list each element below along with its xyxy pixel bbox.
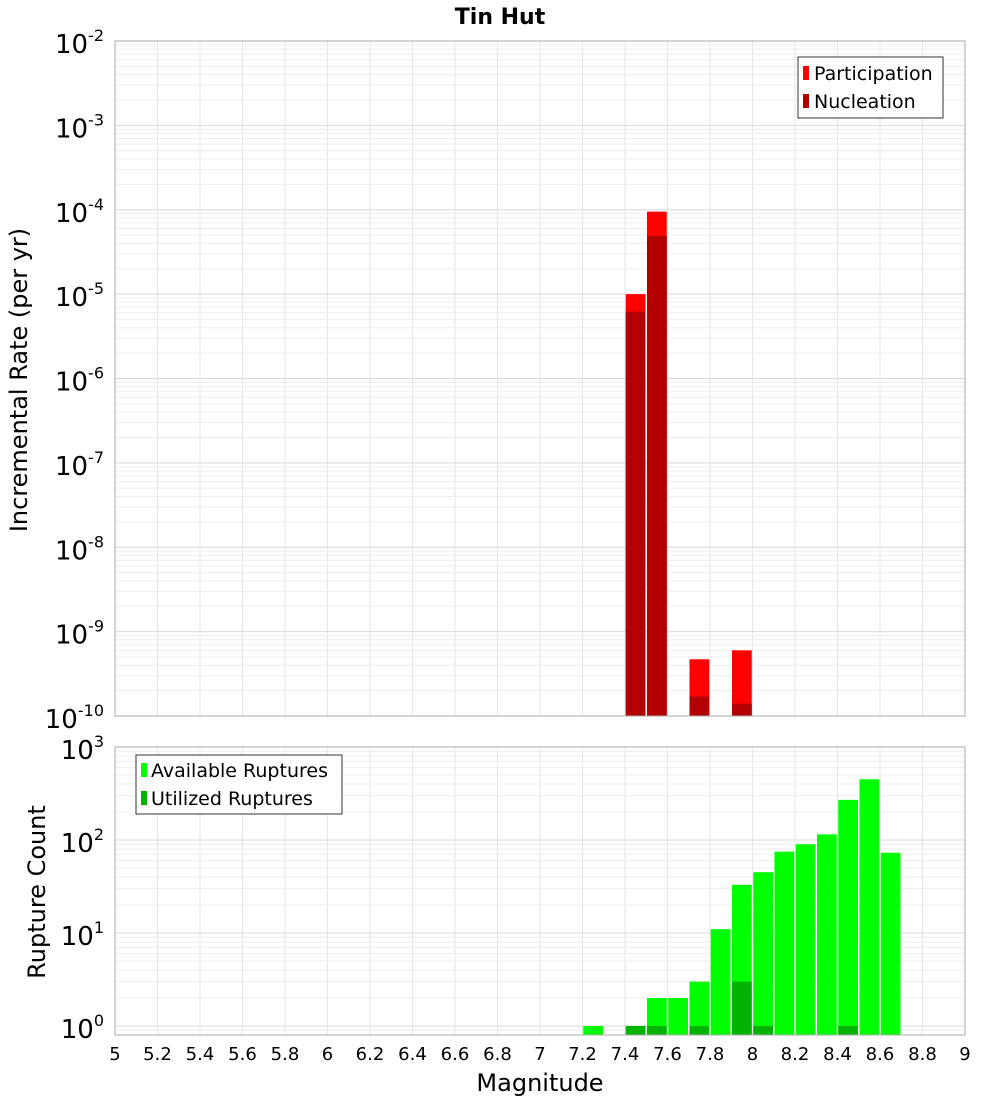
rate-bar bbox=[689, 696, 710, 716]
count-bar bbox=[625, 1025, 646, 1035]
magnitude-xtick-label: 8.6 bbox=[866, 1044, 895, 1065]
count-ytick-label: 102 bbox=[61, 825, 104, 859]
count-bar bbox=[583, 1025, 604, 1035]
magnitude-xtick-label: 5.8 bbox=[271, 1044, 300, 1065]
count-bar bbox=[838, 799, 859, 1035]
rate-plot-frame bbox=[114, 40, 966, 717]
count-ytick-label: 100 bbox=[61, 1011, 104, 1045]
magnitude-x-axis-label: Magnitude bbox=[476, 1069, 603, 1097]
count-legend: Available Ruptures Utilized Ruptures bbox=[135, 754, 343, 815]
rate-ytick-label: 10-3 bbox=[55, 110, 104, 144]
rate-bar bbox=[646, 235, 667, 716]
magnitude-xtick-label: 8 bbox=[747, 1044, 758, 1065]
rate-legend: Participation Nucleation bbox=[797, 56, 944, 119]
count-bar bbox=[710, 929, 731, 1035]
count-ytick-label: 103 bbox=[61, 732, 104, 766]
count-bar bbox=[668, 997, 689, 1035]
magnitude-xtick-label: 8.8 bbox=[908, 1044, 937, 1065]
count-bar bbox=[689, 981, 710, 1035]
rate-legend-label: Participation bbox=[814, 63, 933, 85]
rate-ytick-label: 10-9 bbox=[55, 617, 104, 651]
rate-legend-swatch bbox=[803, 66, 809, 80]
magnitude-xtick-label: 5 bbox=[109, 1044, 120, 1065]
count-legend-box bbox=[135, 754, 343, 815]
rate-ytick-label: 10-5 bbox=[55, 279, 104, 313]
count-bar bbox=[731, 981, 752, 1035]
magnitude-xtick-label: 7.8 bbox=[696, 1044, 725, 1065]
rate-bar bbox=[731, 650, 752, 716]
rate-panel: 10-2 10-3 10-4 10-5 10-6 10-7 10-8 10-9 10-10 Par… bbox=[45, 26, 966, 735]
rate-legend-box bbox=[797, 56, 944, 119]
rate-grid bbox=[114, 40, 966, 717]
magnitude-xtick-label: 8.2 bbox=[781, 1044, 810, 1065]
count-bar bbox=[859, 779, 880, 1035]
magnitude-xtick-label: 7 bbox=[534, 1044, 545, 1065]
count-series-1 bbox=[583, 779, 901, 1035]
count-bar bbox=[689, 1025, 710, 1035]
magnitude-xtick-label: 8.4 bbox=[823, 1044, 852, 1065]
magnitude-xtick-label: 6.2 bbox=[356, 1044, 385, 1065]
count-bar bbox=[838, 1025, 859, 1035]
magnitude-xtick-label: 6.6 bbox=[441, 1044, 470, 1065]
count-plot-frame bbox=[114, 746, 966, 1036]
count-legend-label: Available Ruptures bbox=[151, 760, 328, 782]
count-bar bbox=[646, 997, 667, 1035]
count-y-axis-label: Rupture Count bbox=[23, 805, 51, 979]
count-series-2 bbox=[625, 981, 859, 1035]
rate-ytick-label: 10-7 bbox=[55, 448, 104, 482]
magnitude-xtick-label: 6.4 bbox=[398, 1044, 427, 1065]
rupture-count-panel: 103 102 101 100 Available Ruptures Utilized R… bbox=[61, 732, 971, 1065]
rate-ytick-label: 10-6 bbox=[55, 364, 104, 398]
chart-title: Tin Hut bbox=[455, 5, 546, 30]
magnitude-xtick-label: 6 bbox=[322, 1044, 333, 1065]
rate-ytick-label: 10-8 bbox=[55, 532, 104, 566]
rate-bar bbox=[731, 703, 752, 716]
count-legend-swatch bbox=[141, 791, 147, 805]
magnitude-xtick-label: 7.4 bbox=[611, 1044, 640, 1065]
magnitude-xtick-label: 7.6 bbox=[653, 1044, 682, 1065]
rate-ytick-label: 10-10 bbox=[45, 701, 104, 735]
magnitude-xtick-label: 6.8 bbox=[483, 1044, 512, 1065]
rate-y-axis-label: Incremental Rate (per yr) bbox=[5, 228, 33, 532]
count-bar bbox=[816, 834, 837, 1035]
rate-ytick-label: 10-2 bbox=[55, 26, 104, 60]
count-bar bbox=[753, 1025, 774, 1035]
count-ytick-label: 101 bbox=[61, 918, 104, 952]
magnitude-xtick-label: 9 bbox=[959, 1044, 970, 1065]
count-bar bbox=[795, 844, 816, 1035]
rate-legend-label: Nucleation bbox=[814, 91, 916, 113]
rate-ytick-label: 10-4 bbox=[55, 195, 104, 229]
count-legend-swatch bbox=[141, 763, 147, 777]
count-bar bbox=[774, 851, 795, 1035]
rate-series-2 bbox=[625, 235, 752, 716]
count-bar bbox=[753, 872, 774, 1035]
magnitude-xtick-label: 5.6 bbox=[228, 1044, 257, 1065]
count-bar bbox=[880, 852, 901, 1035]
magnitude-xtick-label: 5.4 bbox=[186, 1044, 215, 1065]
rate-legend-swatch bbox=[803, 94, 809, 108]
count-bar bbox=[646, 1025, 667, 1035]
rate-bar bbox=[625, 311, 646, 716]
count-legend-label: Utilized Ruptures bbox=[151, 788, 313, 810]
magnitude-xtick-label: 7.2 bbox=[568, 1044, 597, 1065]
magnitude-xtick-label: 5.2 bbox=[143, 1044, 172, 1065]
